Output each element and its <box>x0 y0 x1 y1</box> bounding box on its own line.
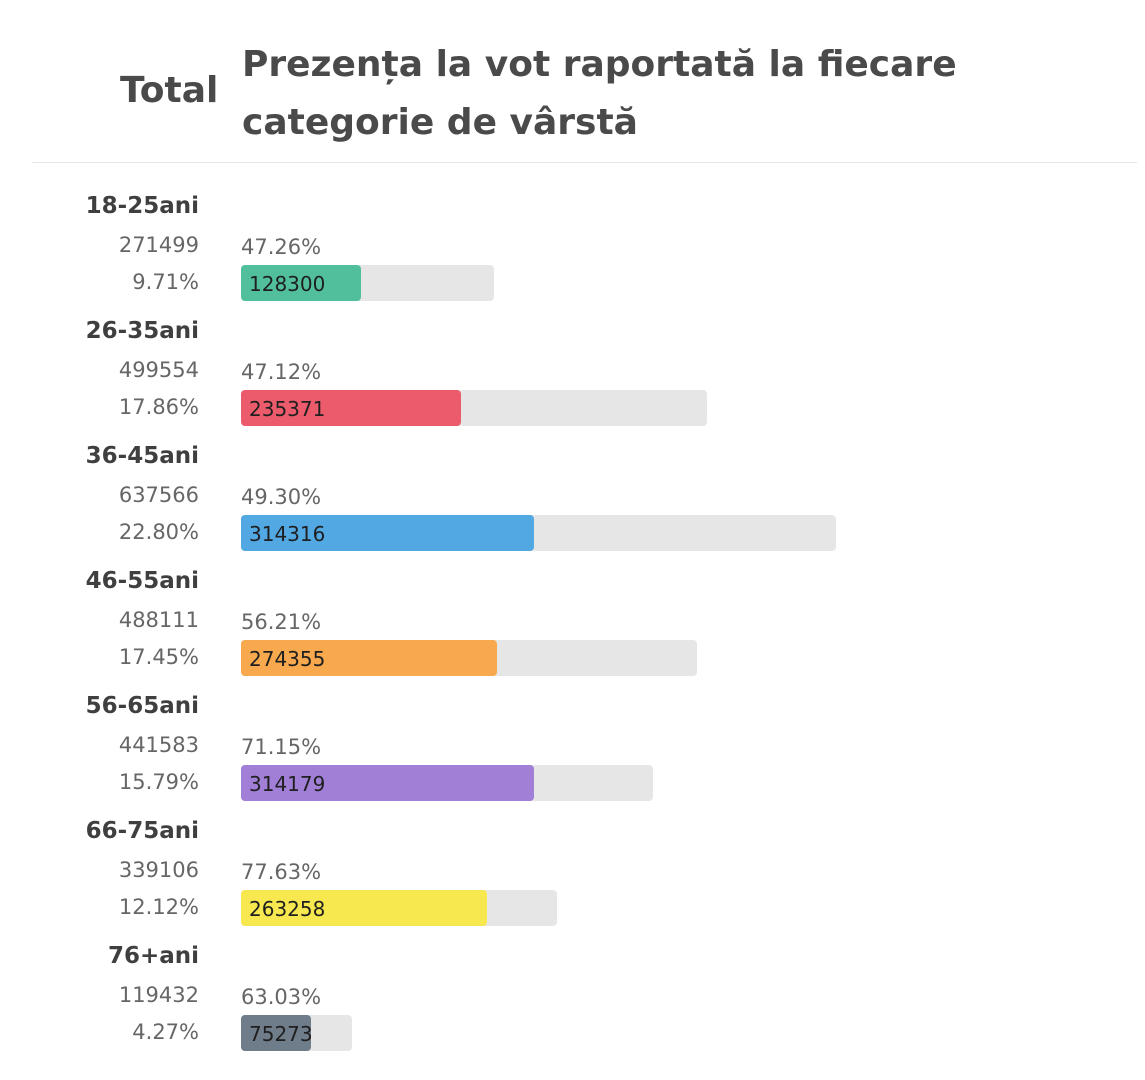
age-group-label: 36-45ani <box>85 443 199 469</box>
age-group-row: 36-45ani 637566 22.80% 49.30% 314316 <box>0 443 1145 568</box>
share-of-total: 9.71% <box>132 270 199 294</box>
registered-count: 339106 <box>118 858 199 882</box>
turnout-percent: 56.21% <box>241 610 322 634</box>
age-group-row: 26-35ani 499554 17.86% 47.12% 235371 <box>0 318 1145 443</box>
age-group-label: 66-75ani <box>85 818 199 844</box>
age-group-row: 46-55ani 488111 17.45% 56.21% 274355 <box>0 568 1145 693</box>
share-of-total: 17.86% <box>118 395 199 419</box>
age-group-label: 18-25ani <box>85 193 199 219</box>
age-group-row: 18-25ani 271499 9.71% 47.26% 128300 <box>0 193 1145 318</box>
voters-count: 274355 <box>249 647 326 671</box>
bar-fill <box>241 765 535 801</box>
age-group-label: 76+ani <box>107 943 199 969</box>
age-group-row: 56-65ani 441583 15.79% 71.15% 314179 <box>0 693 1145 818</box>
voters-count: 128300 <box>249 272 326 296</box>
bar-fill <box>241 265 361 301</box>
registered-count: 637566 <box>118 483 199 507</box>
total-label: Total <box>120 70 219 111</box>
header-divider <box>32 162 1137 163</box>
share-of-total: 22.80% <box>118 520 199 544</box>
bar-fill <box>241 1015 312 1051</box>
bar-fill <box>241 390 461 426</box>
voters-count: 235371 <box>249 397 326 421</box>
registered-count: 499554 <box>118 358 199 382</box>
turnout-percent: 63.03% <box>241 985 322 1009</box>
turnout-percent: 47.12% <box>241 360 322 384</box>
share-of-total: 17.45% <box>118 645 199 669</box>
bar-track: 263258 <box>241 890 558 926</box>
bar-fill <box>241 890 487 926</box>
share-of-total: 12.12% <box>118 895 199 919</box>
bar-fill <box>241 640 498 676</box>
chart-header: Total Prezența la vot raportată la fieca… <box>0 0 1145 162</box>
turnout-percent: 77.63% <box>241 860 322 884</box>
age-group-label: 26-35ani <box>85 318 199 344</box>
age-group-row: 76+ani 119432 4.27% 63.03% 75273 <box>0 943 1145 1068</box>
registered-count: 488111 <box>118 608 199 632</box>
turnout-percent: 47.26% <box>241 235 322 259</box>
share-of-total: 15.79% <box>118 770 199 794</box>
share-of-total: 4.27% <box>132 1020 199 1044</box>
bar-track: 314179 <box>241 765 654 801</box>
age-group-row: 66-75ani 339106 12.12% 77.63% 263258 <box>0 818 1145 943</box>
voters-count: 75273 <box>249 1022 313 1046</box>
age-group-label: 46-55ani <box>85 568 199 594</box>
bar-fill <box>241 515 535 551</box>
chart-title: Prezența la vot raportată la fiecare cat… <box>242 44 957 143</box>
voters-count: 263258 <box>249 897 326 921</box>
registered-count: 119432 <box>118 983 199 1007</box>
bar-track: 75273 <box>241 1015 353 1051</box>
bar-track: 128300 <box>241 265 495 301</box>
registered-count: 271499 <box>118 233 199 257</box>
bar-track: 235371 <box>241 390 708 426</box>
registered-count: 441583 <box>118 733 199 757</box>
age-group-rows: 18-25ani 271499 9.71% 47.26% 128300 26-35ani 4… <box>0 193 1145 1068</box>
age-group-label: 56-65ani <box>85 693 199 719</box>
bar-track: 314316 <box>241 515 836 551</box>
bar-track: 274355 <box>241 640 697 676</box>
turnout-percent: 49.30% <box>241 485 322 509</box>
voters-count: 314316 <box>249 522 326 546</box>
voters-count: 314179 <box>249 772 326 796</box>
turnout-percent: 71.15% <box>241 735 322 759</box>
